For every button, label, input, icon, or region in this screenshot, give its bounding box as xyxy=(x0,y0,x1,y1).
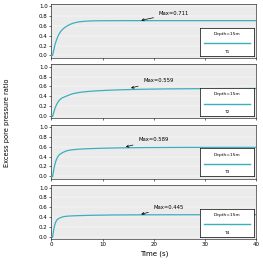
Text: Max=0.445: Max=0.445 xyxy=(142,205,184,215)
X-axis label: Time (s): Time (s) xyxy=(140,250,168,257)
Text: Excess pore pressure ratio: Excess pore pressure ratio xyxy=(4,79,10,167)
Text: Max=0.559: Max=0.559 xyxy=(132,78,174,88)
Text: Max=0.589: Max=0.589 xyxy=(127,137,169,147)
Text: Max=0.711: Max=0.711 xyxy=(142,11,189,21)
